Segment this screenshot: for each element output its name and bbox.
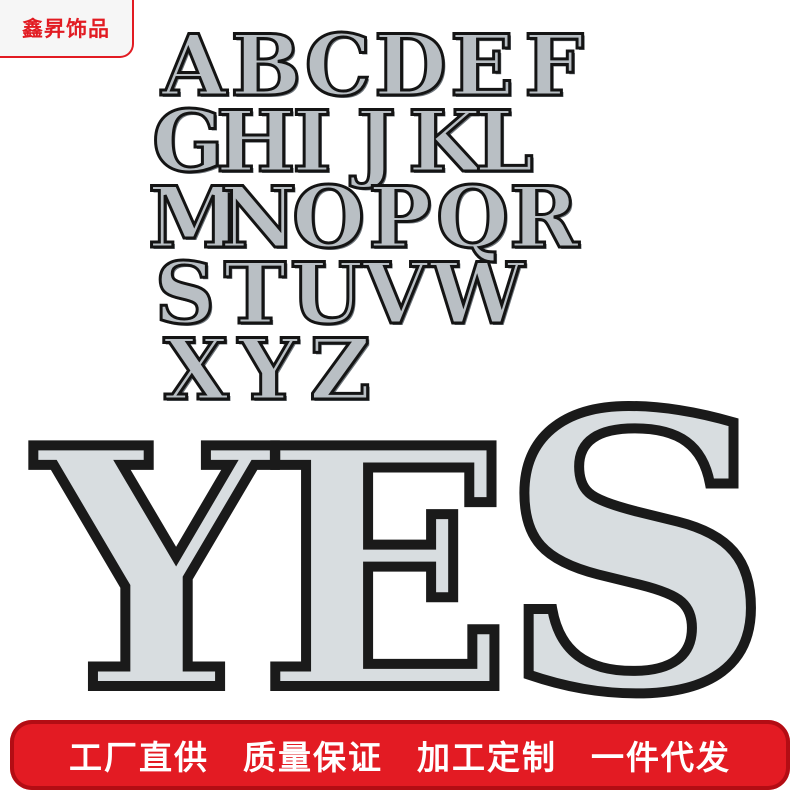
featured-letter-patch: S <box>494 331 778 778</box>
letter-patch: N <box>219 168 299 267</box>
letter-patch: O <box>291 168 367 267</box>
slogan-text: 加工定制 <box>417 738 557 777</box>
letter-patch: X <box>162 320 230 419</box>
brand-label: 鑫昇饰品 <box>0 0 134 58</box>
alphabet-row-5: X Y Z <box>140 320 660 419</box>
letter-patch: R <box>508 168 581 267</box>
letter-patch: J <box>355 92 398 191</box>
letter-patch: Y <box>237 320 300 419</box>
letter-patch: T <box>222 244 288 343</box>
alphabet-row-4: S T U V W <box>140 244 660 343</box>
letter-patch: E <box>448 16 515 115</box>
letter-patch: W <box>429 244 526 343</box>
letter-patch: S <box>153 244 217 343</box>
slogan-text: 质量保证 <box>243 738 383 777</box>
letter-patch: P <box>367 168 433 267</box>
featured-letter-patch: E <box>255 376 517 764</box>
alphabet-row-1: A B C D E F <box>140 16 660 115</box>
letter-patch: Z <box>308 320 372 419</box>
alphabet-patch-grid: A B C D E F G H I J K L M N O P Q R S T … <box>140 16 660 419</box>
letter-patch: I <box>291 92 333 191</box>
letter-patch: Q <box>435 168 511 267</box>
featured-word-patches: Y E S <box>31 360 779 764</box>
letter-patch: B <box>229 16 303 115</box>
alphabet-row-2: G H I J K L <box>140 92 660 191</box>
letter-patch: K <box>407 92 483 191</box>
letter-patch: U <box>289 244 365 343</box>
slogan-banner: 工厂直供 质量保证 加工定制 一件代发 <box>10 720 790 790</box>
letter-patch: C <box>303 16 373 115</box>
letter-patch: D <box>373 16 449 115</box>
featured-letter-patch: Y <box>31 376 277 764</box>
alphabet-row-3: M N O P Q R <box>140 168 660 267</box>
letter-patch: F <box>523 16 586 115</box>
letter-patch: A <box>160 16 228 115</box>
letter-patch: L <box>473 92 535 191</box>
letter-patch: V <box>361 244 429 343</box>
letter-patch: G <box>151 92 226 191</box>
slogan-text: 一件代发 <box>591 738 731 777</box>
slogan-text: 工厂直供 <box>69 738 209 777</box>
